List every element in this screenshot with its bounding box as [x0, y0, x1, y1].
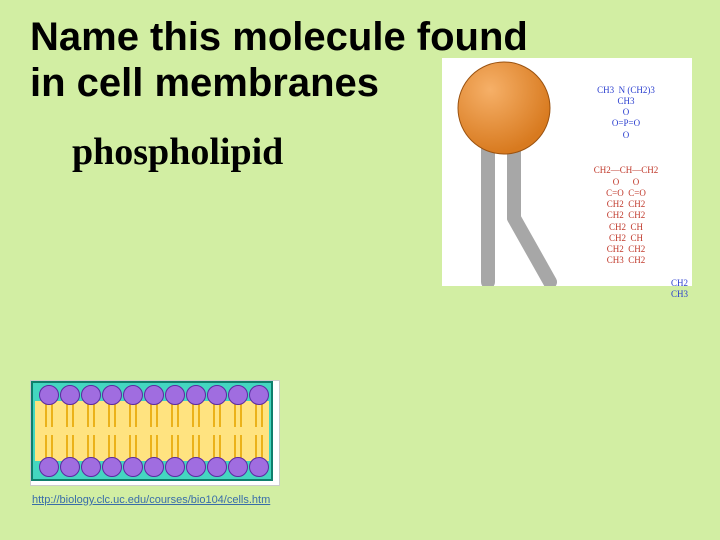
chem-top: CH3 N (CH2)3 CH3 O O=P=O O	[566, 85, 686, 141]
bilayer-svg	[31, 381, 280, 486]
title-line-2: in cell membranes	[30, 61, 379, 105]
source-link[interactable]: http://biology.clc.uc.edu/courses/bio104…	[32, 494, 270, 506]
chem-left: CH2—CH—CH2 O O C=O C=O CH2 CH2 CH2 CH2 C…	[566, 165, 686, 266]
answer-text: phospholipid	[72, 130, 283, 174]
chem-bottom-right: CH2 CH3	[671, 278, 688, 301]
title-line-1: Name this molecule found	[30, 15, 528, 59]
chemical-formula-labels: CH3 N (CH2)3 CH3 O O=P=O O CH2—CH—CH2 O …	[566, 62, 686, 300]
phospholipid-diagram: CH3 N (CH2)3 CH3 O O=P=O O CH2—CH—CH2 O …	[442, 58, 692, 286]
bilayer-diagram	[30, 380, 280, 486]
